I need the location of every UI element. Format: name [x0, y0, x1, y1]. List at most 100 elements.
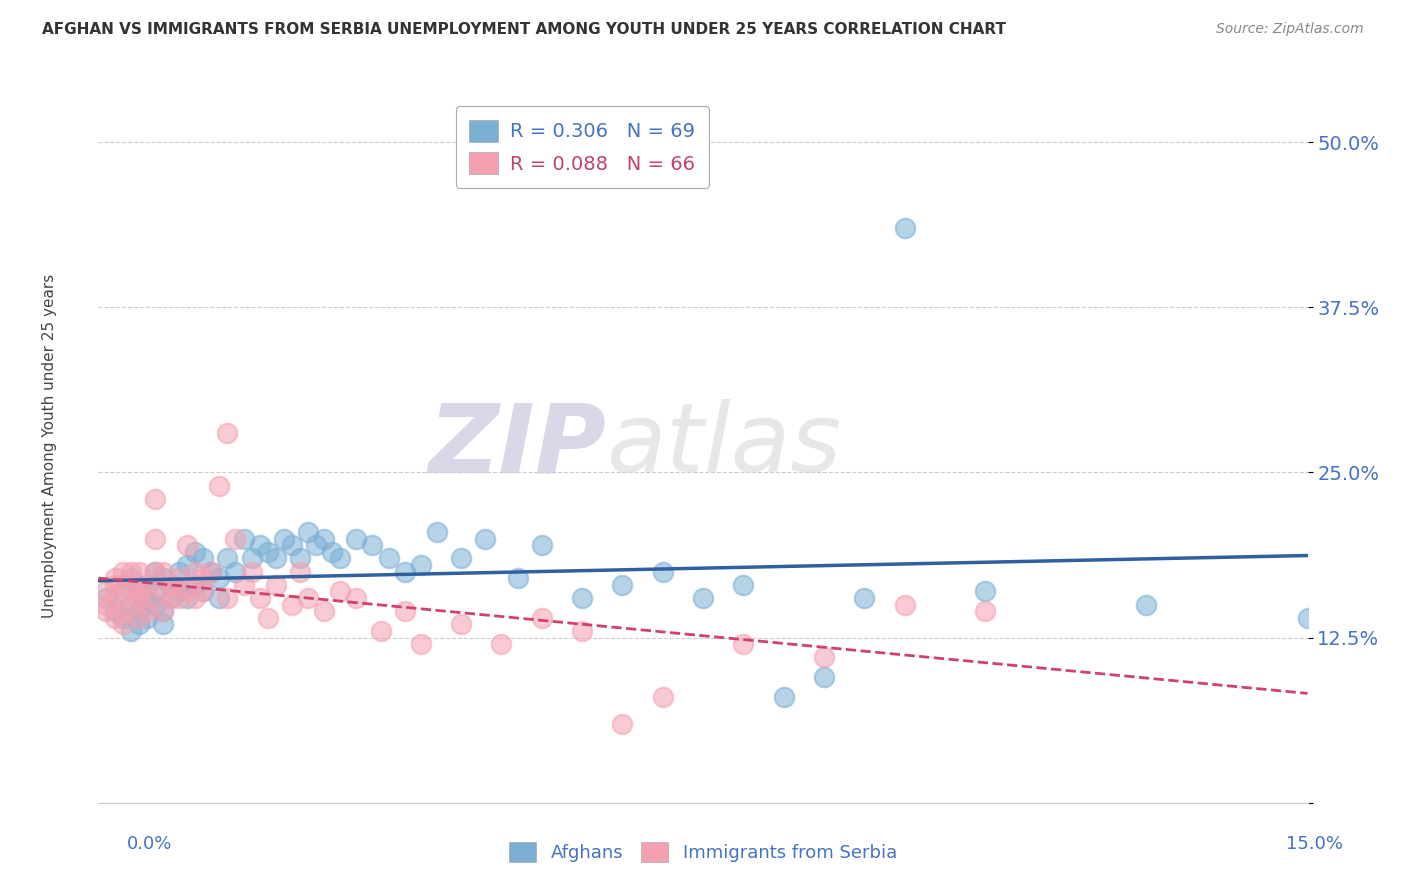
- Point: [143, 532, 166, 546]
- Point: [176, 584, 198, 599]
- Point: [813, 670, 835, 684]
- Point: [217, 551, 239, 566]
- Point: [264, 551, 287, 566]
- Point: [193, 571, 215, 585]
- Point: [344, 532, 367, 546]
- Point: [344, 591, 367, 605]
- Point: [152, 571, 174, 585]
- Point: [893, 221, 915, 235]
- Point: [152, 565, 174, 579]
- Point: [474, 532, 496, 546]
- Point: [128, 565, 150, 579]
- Point: [143, 565, 166, 579]
- Point: [853, 591, 876, 605]
- Point: [409, 637, 432, 651]
- Point: [651, 565, 673, 579]
- Point: [208, 478, 231, 492]
- Point: [450, 551, 472, 566]
- Point: [103, 611, 125, 625]
- Point: [612, 716, 634, 731]
- Point: [167, 591, 190, 605]
- Point: [135, 604, 157, 618]
- Point: [305, 538, 328, 552]
- Point: [394, 604, 416, 618]
- Point: [193, 584, 215, 599]
- Point: [111, 584, 134, 599]
- Point: [224, 565, 246, 579]
- Point: [240, 551, 263, 566]
- Point: [273, 532, 295, 546]
- Point: [450, 617, 472, 632]
- Point: [571, 591, 593, 605]
- Point: [208, 571, 231, 585]
- Text: Unemployment Among Youth under 25 years: Unemployment Among Youth under 25 years: [42, 274, 56, 618]
- Point: [232, 532, 254, 546]
- Point: [200, 565, 222, 579]
- Point: [314, 604, 336, 618]
- Point: [184, 565, 207, 579]
- Point: [426, 524, 449, 539]
- Point: [893, 598, 915, 612]
- Point: [184, 545, 207, 559]
- Point: [361, 538, 384, 552]
- Point: [135, 611, 157, 625]
- Point: [974, 604, 997, 618]
- Point: [491, 637, 513, 651]
- Point: [530, 538, 553, 552]
- Point: [103, 578, 125, 592]
- Point: [571, 624, 593, 638]
- Point: [506, 571, 529, 585]
- Point: [249, 591, 271, 605]
- Point: [120, 598, 142, 612]
- Point: [256, 545, 278, 559]
- Point: [96, 598, 118, 612]
- Point: [120, 598, 142, 612]
- Text: 0.0%: 0.0%: [127, 835, 172, 853]
- Point: [264, 578, 287, 592]
- Point: [692, 591, 714, 605]
- Point: [370, 624, 392, 638]
- Point: [152, 604, 174, 618]
- Point: [1135, 598, 1157, 612]
- Point: [329, 584, 352, 599]
- Point: [612, 578, 634, 592]
- Point: [377, 551, 399, 566]
- Point: [128, 584, 150, 599]
- Point: [143, 565, 166, 579]
- Point: [232, 578, 254, 592]
- Point: [96, 604, 118, 618]
- Point: [288, 551, 311, 566]
- Point: [288, 565, 311, 579]
- Legend: R = 0.306   N = 69, R = 0.088   N = 66: R = 0.306 N = 69, R = 0.088 N = 66: [456, 106, 709, 188]
- Point: [224, 532, 246, 546]
- Point: [120, 571, 142, 585]
- Point: [96, 591, 118, 605]
- Point: [733, 578, 755, 592]
- Point: [530, 611, 553, 625]
- Point: [193, 551, 215, 566]
- Point: [135, 591, 157, 605]
- Point: [217, 425, 239, 440]
- Point: [143, 491, 166, 506]
- Point: [1296, 611, 1319, 625]
- Point: [217, 591, 239, 605]
- Point: [240, 565, 263, 579]
- Text: 15.0%: 15.0%: [1285, 835, 1343, 853]
- Point: [120, 578, 142, 592]
- Point: [103, 604, 125, 618]
- Point: [256, 611, 278, 625]
- Point: [135, 578, 157, 592]
- Point: [208, 591, 231, 605]
- Point: [409, 558, 432, 572]
- Point: [120, 565, 142, 579]
- Point: [128, 617, 150, 632]
- Point: [160, 591, 183, 605]
- Point: [111, 584, 134, 599]
- Point: [281, 538, 304, 552]
- Point: [135, 591, 157, 605]
- Point: [167, 584, 190, 599]
- Point: [176, 591, 198, 605]
- Point: [184, 578, 207, 592]
- Point: [135, 578, 157, 592]
- Point: [103, 571, 125, 585]
